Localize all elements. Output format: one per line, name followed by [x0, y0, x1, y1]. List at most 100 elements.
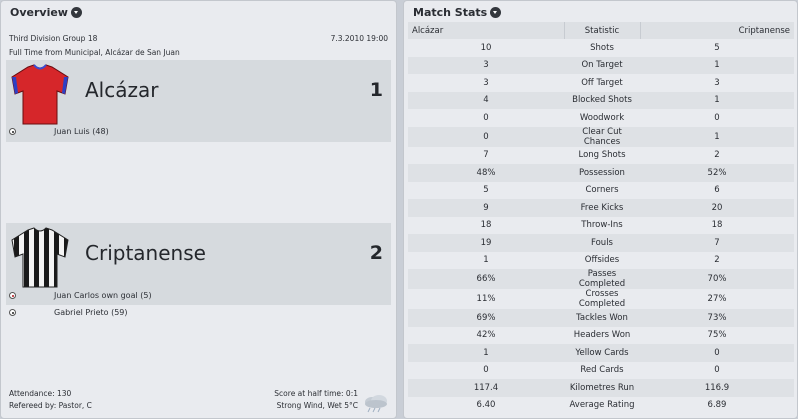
stat-cell-home: 0 — [408, 361, 564, 379]
stat-cell-away: 1 — [640, 91, 794, 109]
stat-cell-away: 6 — [640, 181, 794, 199]
goal-ball-icon — [9, 309, 16, 316]
stat-cell-home: 7 — [408, 146, 564, 164]
table-row: 0 Red Cards 0 — [408, 361, 794, 379]
table-row: 4 Blocked Shots 1 — [408, 91, 794, 109]
stat-cell-away: 3 — [640, 74, 794, 92]
stat-cell-stat: Crosses Completed — [564, 289, 640, 309]
away-team-band: Criptanense 2 — [6, 223, 391, 305]
table-row: 117.4 Kilometres Run 116.9 — [408, 379, 794, 397]
stat-cell-away: 70% — [640, 269, 794, 289]
dropdown-arrow-icon[interactable] — [70, 6, 82, 18]
red-shirt-icon — [11, 64, 69, 125]
footer-row-1: Attendance: 130 Score at half time: 0:1 — [9, 389, 358, 398]
match-date-time: 7.3.2010 19:00 — [330, 34, 388, 43]
stat-cell-home: 0 — [408, 126, 564, 147]
stat-cell-away: 5 — [640, 39, 794, 57]
stat-cell-away: 20 — [640, 199, 794, 217]
goal-scorer[interactable]: Gabriel Prieto (59) — [54, 308, 128, 317]
goal-scorer[interactable]: Juan Carlos own goal (5) — [54, 291, 152, 300]
stat-cell-home: 9 — [408, 199, 564, 217]
column-header-statistic[interactable]: Statistic — [564, 22, 641, 39]
stat-cell-stat: Average Rating — [564, 396, 640, 414]
stat-cell-away: 0 — [640, 109, 794, 127]
stat-cell-stat: Clear Cut Chances — [564, 126, 640, 147]
dropdown-arrow-icon[interactable] — [490, 6, 502, 18]
stat-cell-stat: Tackles Won — [564, 309, 640, 327]
attendance: Attendance: 130 — [9, 389, 72, 398]
venue-line: Full Time from Municipal, Alcázar de San… — [9, 48, 180, 57]
stat-cell-home: 18 — [408, 216, 564, 234]
match-stats-title: Match Stats — [413, 5, 488, 19]
table-row: 6.40 Average Rating 6.89 — [408, 396, 794, 414]
table-row: 0 Clear Cut Chances 1 — [408, 126, 794, 147]
stat-cell-away: 116.9 — [640, 379, 794, 397]
stat-cell-home: 6.40 — [408, 396, 564, 414]
stat-cell-away: 1 — [640, 126, 794, 147]
stat-cell-away: 1 — [640, 56, 794, 74]
stat-cell-home: 1 — [408, 251, 564, 269]
table-header-row: Alcázar Statistic Criptanense — [408, 22, 794, 39]
own-goal-ball-icon — [9, 292, 16, 299]
stat-cell-away: 52% — [640, 164, 794, 182]
table-row: 66% Passes Completed 70% — [408, 269, 794, 289]
stat-cell-stat: Blocked Shots — [564, 91, 640, 109]
table-row: 19 Fouls 7 — [408, 234, 794, 252]
halftime-score: Score at half time: 0:1 — [274, 389, 358, 398]
stat-cell-stat: Corners — [564, 181, 640, 199]
footer-row-2: Refereed by: Pastor, C Strong Wind, Wet … — [9, 401, 358, 410]
goal-scorer[interactable]: Juan Luis (48) — [54, 127, 109, 136]
stat-cell-stat: Shots — [564, 39, 640, 57]
table-row: 48% Possession 52% — [408, 164, 794, 182]
away-goal-event: Gabriel Prieto (59) — [9, 308, 128, 317]
table-row: 42% Headers Won 75% — [408, 326, 794, 344]
stat-cell-home: 19 — [408, 234, 564, 252]
stat-cell-home: 4 — [408, 91, 564, 109]
stat-cell-stat: Free Kicks — [564, 199, 640, 217]
table-row: 1 Offsides 2 — [408, 251, 794, 269]
home-team-score: 1 — [369, 79, 383, 101]
weather-text: Strong Wind, Wet 5°C — [276, 401, 358, 410]
table-row: 0 Woodwork 0 — [408, 109, 794, 127]
stat-cell-away: 75% — [640, 326, 794, 344]
home-team-band: Alcázar 1 — [6, 60, 391, 142]
stat-cell-home: 11% — [408, 289, 564, 309]
stat-cell-stat: Fouls — [564, 234, 640, 252]
table-row: 7 Long Shots 2 — [408, 146, 794, 164]
venue-row: Full Time from Municipal, Alcázar de San… — [9, 48, 388, 57]
black-white-striped-shirt-icon — [11, 227, 69, 288]
stat-cell-away: 18 — [640, 216, 794, 234]
match-stats-panel: Match Stats Alcázar Statistic Criptanens… — [403, 0, 798, 419]
referee[interactable]: Refereed by: Pastor, C — [9, 401, 92, 410]
match-meta-row: Third Division Group 18 7.3.2010 19:00 — [9, 34, 388, 43]
home-goal-event: Juan Luis (48) — [9, 127, 109, 136]
away-team-score: 2 — [369, 242, 383, 264]
stat-cell-home: 3 — [408, 56, 564, 74]
stat-cell-stat: Passes Completed — [564, 269, 640, 289]
stat-cell-stat: Throw-Ins — [564, 216, 640, 234]
stat-cell-home: 3 — [408, 74, 564, 92]
column-header-home[interactable]: Alcázar — [408, 22, 565, 39]
overview-title: Overview — [10, 5, 68, 19]
stat-cell-stat: On Target — [564, 56, 640, 74]
stat-cell-stat: Kilometres Run — [564, 379, 640, 397]
overview-header[interactable]: Overview — [1, 1, 396, 23]
stat-cell-stat: Possession — [564, 164, 640, 182]
match-stats-header[interactable]: Match Stats — [404, 1, 797, 23]
stat-cell-home: 48% — [408, 164, 564, 182]
stat-cell-home: 5 — [408, 181, 564, 199]
table-row: 1 Yellow Cards 0 — [408, 344, 794, 362]
table-row: 11% Crosses Completed 27% — [408, 289, 794, 309]
table-row: 3 Off Target 3 — [408, 74, 794, 92]
column-header-away[interactable]: Criptanense — [640, 22, 794, 39]
stat-cell-stat: Red Cards — [564, 361, 640, 379]
table-row: 69% Tackles Won 73% — [408, 309, 794, 327]
away-goal-event: Juan Carlos own goal (5) — [9, 291, 152, 300]
stat-cell-home: 69% — [408, 309, 564, 327]
home-team-name[interactable]: Alcázar — [85, 78, 159, 102]
stat-cell-stat: Yellow Cards — [564, 344, 640, 362]
stat-cell-home: 10 — [408, 39, 564, 57]
away-team-name[interactable]: Criptanense — [85, 241, 206, 265]
competition-name[interactable]: Third Division Group 18 — [9, 34, 98, 43]
table-row: 3 On Target 1 — [408, 56, 794, 74]
